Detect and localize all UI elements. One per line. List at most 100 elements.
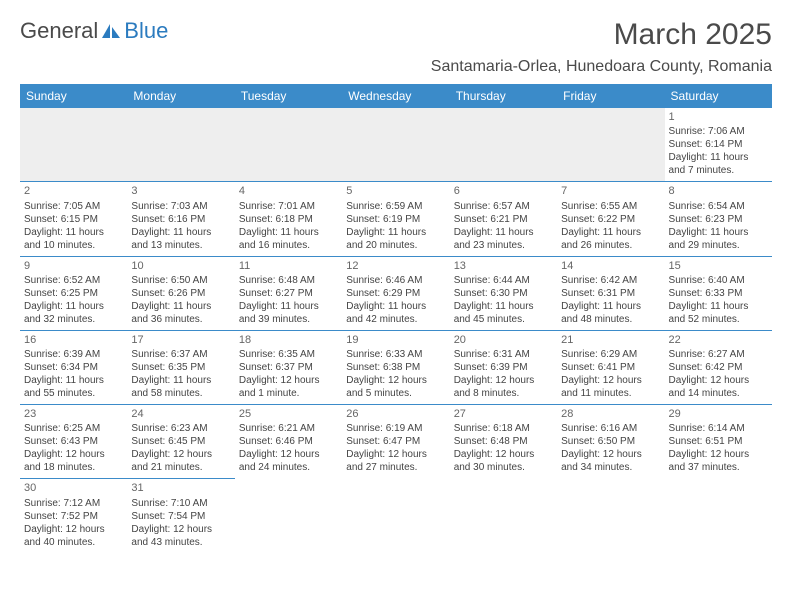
sunset-line: Sunset: 6:42 PM	[669, 361, 768, 374]
sunset-line: Sunset: 6:41 PM	[561, 361, 660, 374]
day-number: 22	[669, 333, 768, 347]
weekday-header: Thursday	[450, 84, 557, 108]
daylight-line-1: Daylight: 12 hours	[131, 448, 230, 461]
daylight-line-1: Daylight: 12 hours	[239, 448, 338, 461]
daylight-line-1: Daylight: 11 hours	[669, 300, 768, 313]
logo-sail-icon	[100, 22, 122, 40]
day-number: 7	[561, 184, 660, 198]
daylight-line-2: and 21 minutes.	[131, 461, 230, 474]
sunrise-line: Sunrise: 6:27 AM	[669, 348, 768, 361]
weekday-header: Wednesday	[342, 84, 449, 108]
day-number: 21	[561, 333, 660, 347]
calendar-cell: 17Sunrise: 6:37 AMSunset: 6:35 PMDayligh…	[127, 330, 234, 404]
sunrise-line: Sunrise: 6:52 AM	[24, 274, 123, 287]
sunset-line: Sunset: 7:54 PM	[131, 510, 230, 523]
sunrise-line: Sunrise: 6:19 AM	[346, 422, 445, 435]
sunset-line: Sunset: 6:16 PM	[131, 213, 230, 226]
sunset-line: Sunset: 6:14 PM	[669, 138, 768, 151]
sunrise-line: Sunrise: 6:21 AM	[239, 422, 338, 435]
sunset-line: Sunset: 6:48 PM	[454, 435, 553, 448]
daylight-line-2: and 43 minutes.	[131, 536, 230, 549]
calendar-cell: 2Sunrise: 7:05 AMSunset: 6:15 PMDaylight…	[20, 182, 127, 256]
daylight-line-2: and 1 minute.	[239, 387, 338, 400]
sunrise-line: Sunrise: 6:40 AM	[669, 274, 768, 287]
day-number: 20	[454, 333, 553, 347]
sunrise-line: Sunrise: 6:39 AM	[24, 348, 123, 361]
day-number: 11	[239, 259, 338, 273]
sunset-line: Sunset: 6:51 PM	[669, 435, 768, 448]
day-number: 27	[454, 407, 553, 421]
daylight-line-1: Daylight: 11 hours	[24, 300, 123, 313]
sunrise-line: Sunrise: 6:42 AM	[561, 274, 660, 287]
calendar-row: 30Sunrise: 7:12 AMSunset: 7:52 PMDayligh…	[20, 479, 772, 553]
sunrise-line: Sunrise: 6:18 AM	[454, 422, 553, 435]
daylight-line-1: Daylight: 12 hours	[454, 374, 553, 387]
daylight-line-1: Daylight: 11 hours	[131, 226, 230, 239]
sunset-line: Sunset: 6:27 PM	[239, 287, 338, 300]
sunset-line: Sunset: 6:43 PM	[24, 435, 123, 448]
daylight-line-1: Daylight: 12 hours	[669, 374, 768, 387]
calendar-cell-empty	[127, 108, 234, 182]
sunset-line: Sunset: 6:50 PM	[561, 435, 660, 448]
daylight-line-2: and 40 minutes.	[24, 536, 123, 549]
sunrise-line: Sunrise: 6:16 AM	[561, 422, 660, 435]
day-number: 1	[669, 110, 768, 124]
calendar-cell: 8Sunrise: 6:54 AMSunset: 6:23 PMDaylight…	[665, 182, 772, 256]
day-number: 26	[346, 407, 445, 421]
daylight-line-1: Daylight: 12 hours	[131, 523, 230, 536]
title-block: March 2025 Santamaria-Orlea, Hunedoara C…	[431, 18, 772, 76]
calendar-cell: 4Sunrise: 7:01 AMSunset: 6:18 PMDaylight…	[235, 182, 342, 256]
day-number: 3	[131, 184, 230, 198]
sunset-line: Sunset: 6:25 PM	[24, 287, 123, 300]
sunset-line: Sunset: 6:34 PM	[24, 361, 123, 374]
daylight-line-2: and 18 minutes.	[24, 461, 123, 474]
weekday-header: Tuesday	[235, 84, 342, 108]
daylight-line-1: Daylight: 11 hours	[561, 226, 660, 239]
sunset-line: Sunset: 6:29 PM	[346, 287, 445, 300]
sunset-line: Sunset: 6:26 PM	[131, 287, 230, 300]
daylight-line-1: Daylight: 12 hours	[346, 374, 445, 387]
calendar-cell: 27Sunrise: 6:18 AMSunset: 6:48 PMDayligh…	[450, 405, 557, 479]
calendar-cell: 18Sunrise: 6:35 AMSunset: 6:37 PMDayligh…	[235, 330, 342, 404]
calendar-cell: 31Sunrise: 7:10 AMSunset: 7:54 PMDayligh…	[127, 479, 234, 553]
day-number: 13	[454, 259, 553, 273]
sunrise-line: Sunrise: 6:31 AM	[454, 348, 553, 361]
sunrise-line: Sunrise: 6:48 AM	[239, 274, 338, 287]
calendar-cell-empty	[450, 108, 557, 182]
day-number: 29	[669, 407, 768, 421]
calendar-cell: 24Sunrise: 6:23 AMSunset: 6:45 PMDayligh…	[127, 405, 234, 479]
day-number: 28	[561, 407, 660, 421]
calendar-cell: 12Sunrise: 6:46 AMSunset: 6:29 PMDayligh…	[342, 256, 449, 330]
calendar-cell: 11Sunrise: 6:48 AMSunset: 6:27 PMDayligh…	[235, 256, 342, 330]
daylight-line-1: Daylight: 11 hours	[239, 226, 338, 239]
calendar-cell: 10Sunrise: 6:50 AMSunset: 6:26 PMDayligh…	[127, 256, 234, 330]
weekday-header: Friday	[557, 84, 664, 108]
day-number: 4	[239, 184, 338, 198]
calendar-cell: 1Sunrise: 7:06 AMSunset: 6:14 PMDaylight…	[665, 108, 772, 182]
calendar-cell: 13Sunrise: 6:44 AMSunset: 6:30 PMDayligh…	[450, 256, 557, 330]
calendar-cell: 7Sunrise: 6:55 AMSunset: 6:22 PMDaylight…	[557, 182, 664, 256]
sunset-line: Sunset: 6:39 PM	[454, 361, 553, 374]
month-title: March 2025	[431, 18, 772, 52]
daylight-line-2: and 14 minutes.	[669, 387, 768, 400]
daylight-line-1: Daylight: 12 hours	[561, 448, 660, 461]
sunset-line: Sunset: 6:33 PM	[669, 287, 768, 300]
calendar-cell: 3Sunrise: 7:03 AMSunset: 6:16 PMDaylight…	[127, 182, 234, 256]
weekday-header: Sunday	[20, 84, 127, 108]
sunrise-line: Sunrise: 6:44 AM	[454, 274, 553, 287]
sunset-line: Sunset: 6:45 PM	[131, 435, 230, 448]
daylight-line-2: and 10 minutes.	[24, 239, 123, 252]
daylight-line-2: and 32 minutes.	[24, 313, 123, 326]
sunset-line: Sunset: 6:23 PM	[669, 213, 768, 226]
sunrise-line: Sunrise: 6:35 AM	[239, 348, 338, 361]
sunrise-line: Sunrise: 6:55 AM	[561, 200, 660, 213]
calendar-cell: 25Sunrise: 6:21 AMSunset: 6:46 PMDayligh…	[235, 405, 342, 479]
calendar-cell: 22Sunrise: 6:27 AMSunset: 6:42 PMDayligh…	[665, 330, 772, 404]
sunrise-line: Sunrise: 7:06 AM	[669, 125, 768, 138]
day-number: 17	[131, 333, 230, 347]
calendar-cell: 30Sunrise: 7:12 AMSunset: 7:52 PMDayligh…	[20, 479, 127, 553]
calendar-cell-empty	[665, 479, 772, 553]
daylight-line-2: and 48 minutes.	[561, 313, 660, 326]
sunset-line: Sunset: 6:46 PM	[239, 435, 338, 448]
calendar-cell: 20Sunrise: 6:31 AMSunset: 6:39 PMDayligh…	[450, 330, 557, 404]
